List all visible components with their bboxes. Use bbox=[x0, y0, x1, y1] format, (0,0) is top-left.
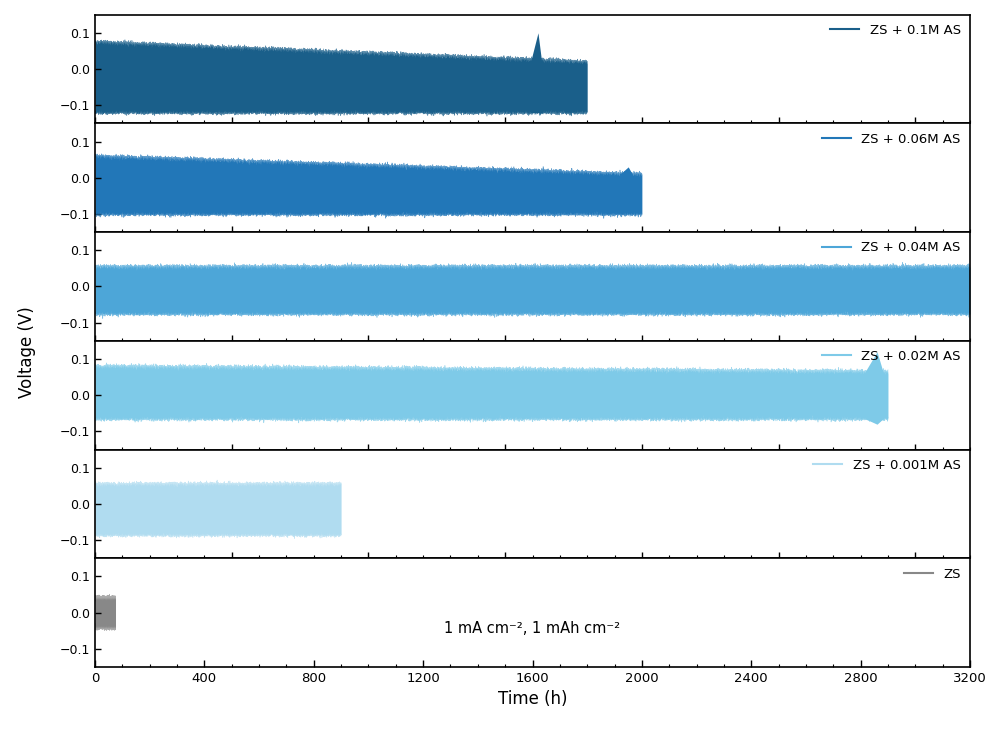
Text: Voltage (V): Voltage (V) bbox=[18, 306, 36, 398]
Legend: ZS: ZS bbox=[898, 562, 966, 586]
Legend: ZS + 0.1M AS: ZS + 0.1M AS bbox=[825, 18, 966, 43]
Legend: ZS + 0.001M AS: ZS + 0.001M AS bbox=[808, 454, 966, 477]
Legend: ZS + 0.06M AS: ZS + 0.06M AS bbox=[817, 128, 966, 151]
Legend: ZS + 0.04M AS: ZS + 0.04M AS bbox=[817, 236, 966, 259]
Legend: ZS + 0.02M AS: ZS + 0.02M AS bbox=[816, 345, 966, 369]
Text: 1 mA cm⁻², 1 mAh cm⁻²: 1 mA cm⁻², 1 mAh cm⁻² bbox=[444, 622, 621, 636]
X-axis label: Time (h): Time (h) bbox=[498, 690, 567, 709]
